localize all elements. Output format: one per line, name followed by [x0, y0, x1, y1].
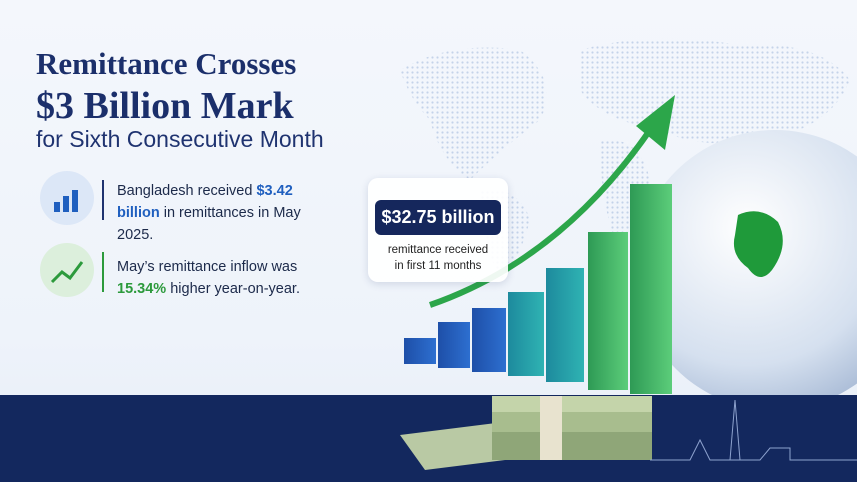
globe	[635, 130, 857, 410]
money-stacks	[400, 396, 652, 470]
callout: $32.75 billion remittance received in fi…	[368, 178, 508, 282]
callout-value: $32.75 billion	[375, 200, 501, 235]
growth-arrow	[429, 128, 653, 308]
stat: May’s remittance inflow was 15.34% highe…	[117, 256, 332, 300]
stat-highlight: 15.34%	[117, 281, 167, 297]
stat-text: higher year-on-year.	[166, 281, 300, 297]
stat-text: Bangladesh received	[117, 183, 257, 199]
trend-icon	[40, 243, 94, 297]
title-line: $3 Billion Mark	[36, 85, 294, 127]
skyline	[650, 399, 857, 461]
callout-caption: remittance received in first 11 months	[387, 244, 489, 272]
stat-text: in remittances in May 2025.	[117, 205, 301, 243]
stat-highlight: $3.42 billion	[117, 183, 293, 221]
decorative-bars	[404, 184, 672, 394]
stat: Bangladesh received $3.42 billion in rem…	[117, 180, 332, 246]
title-line: Remittance Crosses	[36, 46, 297, 81]
subtitle: for Sixth Consecutive Month	[36, 126, 324, 152]
stat-text: May’s remittance inflow was	[117, 259, 298, 275]
bangladesh-map	[733, 211, 783, 278]
arrow-head	[636, 95, 675, 150]
